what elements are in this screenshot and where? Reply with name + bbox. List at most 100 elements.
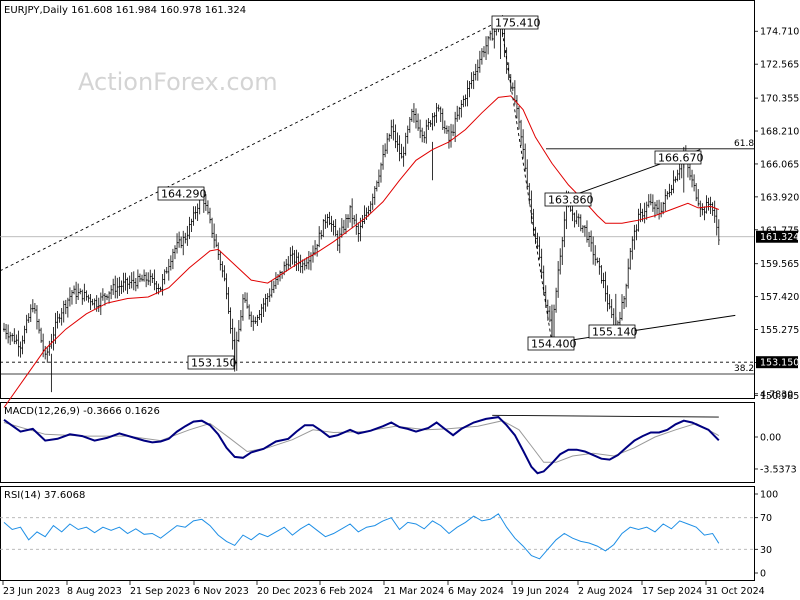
price-bar xyxy=(592,236,595,265)
price-bar xyxy=(87,294,90,303)
price-bar xyxy=(715,208,718,236)
price-bar xyxy=(91,298,94,306)
price-bar xyxy=(402,146,405,167)
price-bar xyxy=(31,299,34,313)
moving-average-line xyxy=(3,95,719,408)
price-bar xyxy=(347,214,350,228)
x-tick-label: 6 Feb 2024 xyxy=(320,586,373,597)
price-bar xyxy=(182,230,185,256)
price-bar xyxy=(526,159,529,190)
price-bar xyxy=(647,194,650,208)
price-bar xyxy=(478,50,481,73)
macd-trendline xyxy=(492,414,719,418)
x-tick-label: 31 Oct 2024 xyxy=(706,586,765,597)
price-bar xyxy=(213,223,216,249)
price-annotation-box xyxy=(157,186,205,201)
price-bar xyxy=(173,245,176,260)
price-bar xyxy=(301,259,304,274)
price-bar xyxy=(561,237,564,265)
price-bar xyxy=(35,305,38,330)
price-bar xyxy=(75,281,78,304)
price-bar xyxy=(3,322,5,332)
x-tick-label: 2 Aug 2024 xyxy=(578,586,633,597)
price-bar xyxy=(522,129,525,159)
price-bar xyxy=(649,193,652,206)
price-bar xyxy=(555,287,558,313)
price-bar xyxy=(322,219,325,238)
price-bar xyxy=(598,257,601,275)
price-bar xyxy=(184,232,187,244)
price-bar xyxy=(169,255,172,271)
price-bar xyxy=(239,310,242,332)
price-bar xyxy=(163,269,166,285)
price-annotation-box xyxy=(544,192,592,207)
price-bar xyxy=(112,278,115,295)
price-bar xyxy=(328,211,331,226)
price-bar xyxy=(693,174,696,192)
rsi-y-tick-label: 30 xyxy=(760,545,772,556)
x-tick-label: 23 Jun 2023 xyxy=(3,586,60,597)
price-bar xyxy=(241,294,244,321)
price-bar xyxy=(5,324,8,340)
price-bar xyxy=(664,189,667,211)
watermark: ActionForex.com xyxy=(78,68,278,96)
x-tick-label: 8 Aug 2023 xyxy=(67,586,122,597)
price-bar xyxy=(394,124,397,149)
price-bar xyxy=(264,293,267,312)
price-annotation-label: 155.140 xyxy=(592,326,638,339)
price-bar xyxy=(458,106,461,120)
price-bar xyxy=(287,256,290,271)
price-bar xyxy=(340,218,343,238)
price-bar xyxy=(314,240,317,256)
macd-main-line xyxy=(3,416,720,475)
price-bar xyxy=(250,311,253,328)
price-bar xyxy=(445,125,448,134)
price-bar xyxy=(581,225,584,233)
price-bar xyxy=(79,288,82,295)
price-bar xyxy=(332,220,335,236)
price-bar xyxy=(120,280,123,295)
x-tick-label: 20 Dec 2023 xyxy=(257,586,318,597)
price-bar xyxy=(388,133,391,142)
trendline-dashed-fall xyxy=(500,20,553,344)
price-bar xyxy=(588,231,591,247)
price-bar xyxy=(85,290,88,301)
price-annotation-box xyxy=(588,324,636,339)
last-price-tag xyxy=(756,230,798,243)
price-bar xyxy=(215,233,218,248)
price-bar xyxy=(511,82,514,91)
price-bar xyxy=(396,132,399,152)
price-annotation: 153.150 xyxy=(187,355,237,370)
price-bar xyxy=(344,214,347,235)
price-bar xyxy=(559,248,562,275)
price-bar xyxy=(542,265,545,296)
price-bar xyxy=(631,236,634,260)
price-bar xyxy=(176,233,179,254)
price-bar xyxy=(188,216,191,240)
price-bar xyxy=(19,341,22,358)
price-bar xyxy=(248,304,251,320)
price-bar xyxy=(272,280,275,294)
price-annotation-box xyxy=(187,355,235,370)
price-y-tick-label: 155.275 xyxy=(760,325,799,336)
price-bar xyxy=(470,72,473,89)
price-bar xyxy=(161,273,164,296)
price-y-tick-label: 163.920 xyxy=(760,192,799,203)
price-annotation-label: 163.860 xyxy=(548,194,594,207)
price-bar xyxy=(452,124,455,137)
price-bar xyxy=(124,272,127,291)
price-bar xyxy=(353,215,356,225)
rsi-y-tick-label: 100 xyxy=(760,490,778,501)
price-bar xyxy=(334,219,337,237)
price-bar xyxy=(33,302,36,314)
price-bar xyxy=(295,249,298,271)
price-bar xyxy=(579,214,582,232)
price-bar xyxy=(235,331,238,371)
price-bar xyxy=(330,215,333,232)
price-bar xyxy=(398,135,401,162)
price-bar xyxy=(583,225,586,237)
price-bar xyxy=(134,277,137,292)
price-bar xyxy=(672,170,675,194)
price-bar xyxy=(118,276,121,297)
price-bar xyxy=(384,143,387,158)
